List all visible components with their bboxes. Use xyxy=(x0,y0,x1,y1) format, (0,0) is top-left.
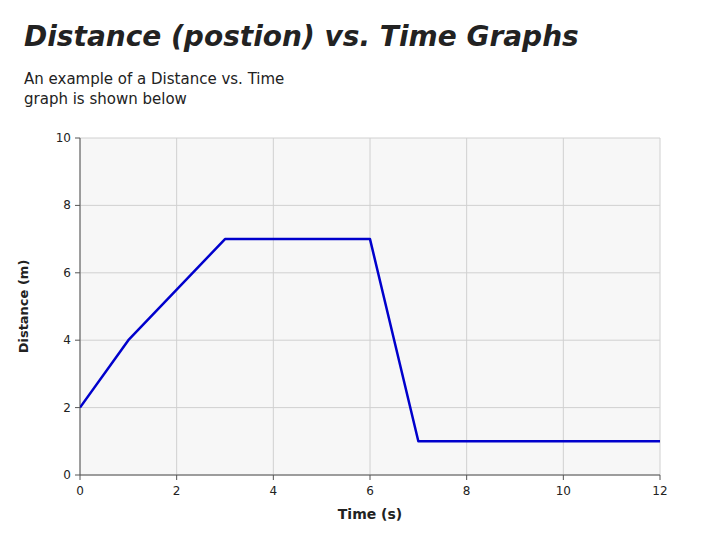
x-tick xyxy=(176,475,177,480)
y-tick xyxy=(75,138,80,139)
y-tick xyxy=(75,407,80,408)
x-grid-line xyxy=(80,138,81,475)
y-grid-line xyxy=(80,272,660,273)
y-grid-line xyxy=(80,205,660,206)
axes: 0 2 4 6 8 10 12 0 2 4 6 8 10 xyxy=(56,131,668,498)
title: Distance (postion) vs. Time Graphs xyxy=(24,20,579,53)
y-tick-label: 8 xyxy=(63,198,71,212)
y-grid-line xyxy=(80,407,660,408)
x-axis-label: Time (s) xyxy=(338,506,402,522)
y-tick-label: 6 xyxy=(63,266,71,280)
x-tick xyxy=(370,475,371,480)
y-tick xyxy=(75,272,80,273)
y-tick-label: 2 xyxy=(63,401,71,415)
y-tick xyxy=(75,340,80,341)
x-tick-label: 0 xyxy=(76,484,84,498)
y-tick xyxy=(75,205,80,206)
x-tick xyxy=(466,475,467,480)
y-tick xyxy=(75,475,80,476)
x-grid-line xyxy=(466,138,467,475)
chart-svg: Distance (postion) vs. Time Graphs An exa… xyxy=(0,0,720,540)
data-group xyxy=(80,239,660,441)
x-grid-line xyxy=(660,138,661,475)
x-grid-line xyxy=(563,138,564,475)
x-tick xyxy=(80,475,81,480)
y-tick-label: 10 xyxy=(56,131,71,145)
y-tick-label: 4 xyxy=(63,333,71,347)
x-tick xyxy=(273,475,274,480)
x-tick xyxy=(660,475,661,480)
x-tick-label: 2 xyxy=(173,484,181,498)
y-grid-line xyxy=(80,138,660,139)
x-grid-line xyxy=(176,138,177,475)
y-axis-line xyxy=(80,138,81,475)
x-grid-line xyxy=(370,138,371,475)
x-tick-label: 12 xyxy=(652,484,667,498)
plot-background xyxy=(80,138,660,475)
subtitle: An example of a Distance vs. Timegraph i… xyxy=(24,70,284,108)
data-line xyxy=(80,239,660,441)
x-tick xyxy=(563,475,564,480)
grid xyxy=(80,138,660,475)
y-grid-line xyxy=(80,340,660,341)
y-tick-label: 0 xyxy=(63,468,71,482)
y-grid-line xyxy=(80,475,660,476)
x-grid-line xyxy=(273,138,274,475)
x-axis-line xyxy=(80,475,660,476)
x-tick-label: 4 xyxy=(270,484,278,498)
x-tick-label: 10 xyxy=(556,484,571,498)
chart-container: Distance (postion) vs. Time Graphs An exa… xyxy=(0,0,720,540)
y-axis-label: Distance (m) xyxy=(16,260,31,354)
x-tick-label: 6 xyxy=(366,484,374,498)
x-tick-label: 8 xyxy=(463,484,471,498)
